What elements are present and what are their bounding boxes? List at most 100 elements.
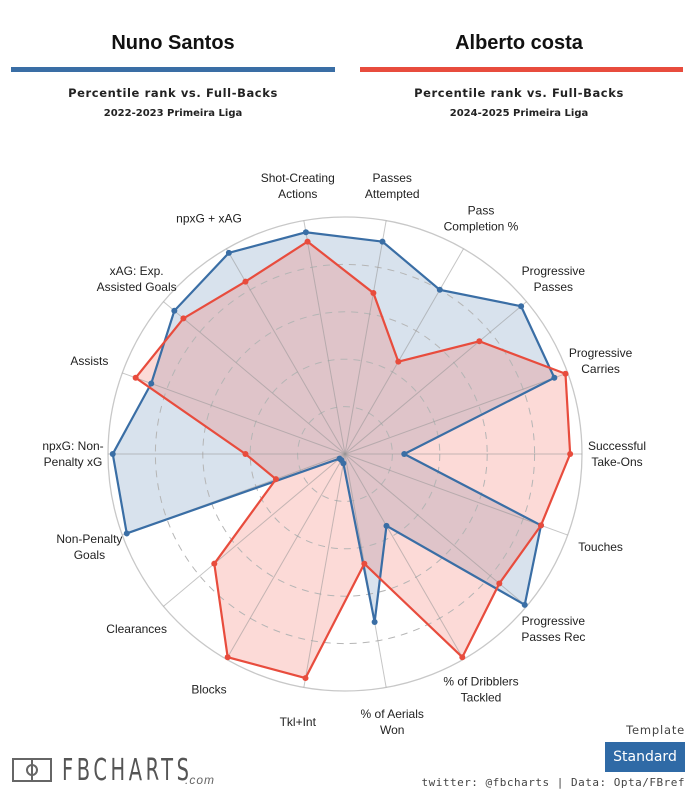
axis-label-line: Assisted Goals: [97, 280, 177, 294]
axis-label: Tkl+Int: [280, 715, 317, 729]
axis-spoke: [344, 248, 464, 455]
axis-spoke: [303, 453, 346, 688]
axis-label-line: Completion %: [444, 219, 519, 233]
data-point: [370, 289, 377, 296]
data-point: [211, 560, 218, 567]
data-point: [436, 286, 443, 293]
logo-text: FBCHARTS: [62, 753, 193, 788]
axis-spoke: [344, 220, 387, 455]
data-point: [551, 374, 558, 381]
data-point: [132, 374, 139, 381]
axis-spoke: [344, 453, 568, 536]
axis-label-line: Assists: [70, 354, 108, 368]
axis-label-line: Tackled: [461, 691, 502, 705]
axis-spoke: [344, 453, 527, 607]
axis-spoke: [344, 372, 568, 455]
axis-label: xAG: Exp. Assisted Goals: [97, 264, 177, 294]
axis-label: Touches: [578, 540, 623, 554]
data-point: [361, 560, 368, 567]
pitch-icon: [12, 758, 52, 782]
data-point: [496, 580, 503, 587]
data-point: [537, 522, 544, 529]
axis-label: Progressive Carries: [569, 346, 633, 376]
axis-label: Shot-Creating Actions: [261, 171, 335, 201]
axis-label-line: Touches: [578, 540, 623, 554]
data-point: [562, 370, 569, 377]
data-point: [459, 654, 466, 661]
axis-label-line: Shot-Creating: [261, 171, 335, 185]
axis-label: % of Aerials Won: [361, 707, 424, 737]
axis-label: Clearances: [106, 622, 167, 636]
axis-label-line: Attempted: [365, 187, 420, 201]
data-point: [476, 338, 483, 345]
player-name-right: Alberto costa: [455, 32, 583, 54]
subtitle-right: Percentile rank vs. Full-Backs: [414, 86, 624, 100]
axis-label: Successful Take-Ons: [588, 439, 646, 469]
axis-spoke: [303, 220, 346, 455]
axis-label-line: Passes: [534, 280, 573, 294]
data-point: [383, 522, 390, 529]
axis-label: Passes Attempted: [365, 171, 420, 201]
axis-label: % of Dribblers Tackled: [443, 675, 518, 705]
axis-label-line: Actions: [278, 187, 317, 201]
axis-label-line: Progressive: [522, 614, 586, 628]
axis-label: Progressive Passes: [522, 264, 586, 294]
data-point: [395, 358, 402, 365]
axis-label-line: Tkl+Int: [280, 715, 317, 729]
data-point: [401, 451, 408, 457]
data-point: [302, 229, 309, 236]
data-point: [148, 380, 155, 387]
axis-label-line: Take-Ons: [591, 455, 642, 469]
template-select-button[interactable]: Standard: [605, 742, 685, 772]
data-point: [180, 315, 187, 322]
axis-label-line: Clearances: [106, 622, 167, 636]
data-point: [225, 249, 232, 256]
axis-label-line: Successful: [588, 439, 646, 453]
credits: twitter: @fbcharts | Data: Opta/FBref: [421, 776, 685, 789]
axis-label-line: Pass: [468, 203, 495, 217]
data-point: [224, 654, 231, 661]
data-point: [371, 619, 378, 626]
season-left: 2022-2023 Primeira Liga: [103, 108, 243, 119]
axis-label: npxG: Non- Penalty xG: [42, 439, 103, 469]
axis-label-line: Penalty xG: [44, 455, 103, 469]
axis-label: Progressive Passes Rec: [521, 614, 585, 644]
data-point: [272, 476, 279, 483]
fbcharts-logo: FBCHARTS .com: [12, 753, 243, 788]
template-label: Template: [626, 723, 685, 737]
axis-spoke: [226, 453, 346, 660]
data-point: [123, 530, 130, 537]
axis-spoke: [122, 372, 346, 455]
axis-label-line: Blocks: [191, 683, 226, 697]
data-point: [302, 675, 309, 682]
axis-label-line: Progressive: [569, 346, 633, 360]
axis-label: npxG + xAG: [176, 211, 242, 225]
series-area-0: [112, 232, 555, 623]
axis-label-line: Passes Rec: [521, 630, 585, 644]
axis-label-line: npxG + xAG: [176, 211, 242, 225]
axis-spoke: [163, 453, 346, 607]
axis-label-line: xAG: Exp.: [110, 264, 164, 278]
data-point: [242, 451, 249, 457]
axis-label-line: Passes: [373, 171, 412, 185]
player-color-bar-right: [360, 67, 683, 72]
axis-spoke: [344, 453, 464, 660]
data-point: [109, 451, 116, 457]
player-color-bar-left: [11, 67, 335, 72]
data-point: [171, 307, 178, 314]
data-point: [242, 278, 249, 285]
axis-label-line: Won: [380, 723, 404, 737]
data-point: [379, 238, 386, 245]
axis-label-line: % of Dribblers: [443, 675, 518, 689]
data-point: [340, 460, 347, 467]
axis-label: Non-Penalty Goals: [56, 532, 122, 562]
data-point: [567, 451, 574, 457]
data-point: [518, 303, 525, 310]
axis-label-line: npxG: Non-: [42, 439, 103, 453]
axis-label-line: Non-Penalty: [56, 532, 122, 546]
axis-label: Pass Completion %: [444, 203, 519, 233]
axis-label: Assists: [70, 354, 108, 368]
season-right: 2024-2025 Primeira Liga: [449, 108, 589, 119]
data-point: [521, 601, 528, 608]
